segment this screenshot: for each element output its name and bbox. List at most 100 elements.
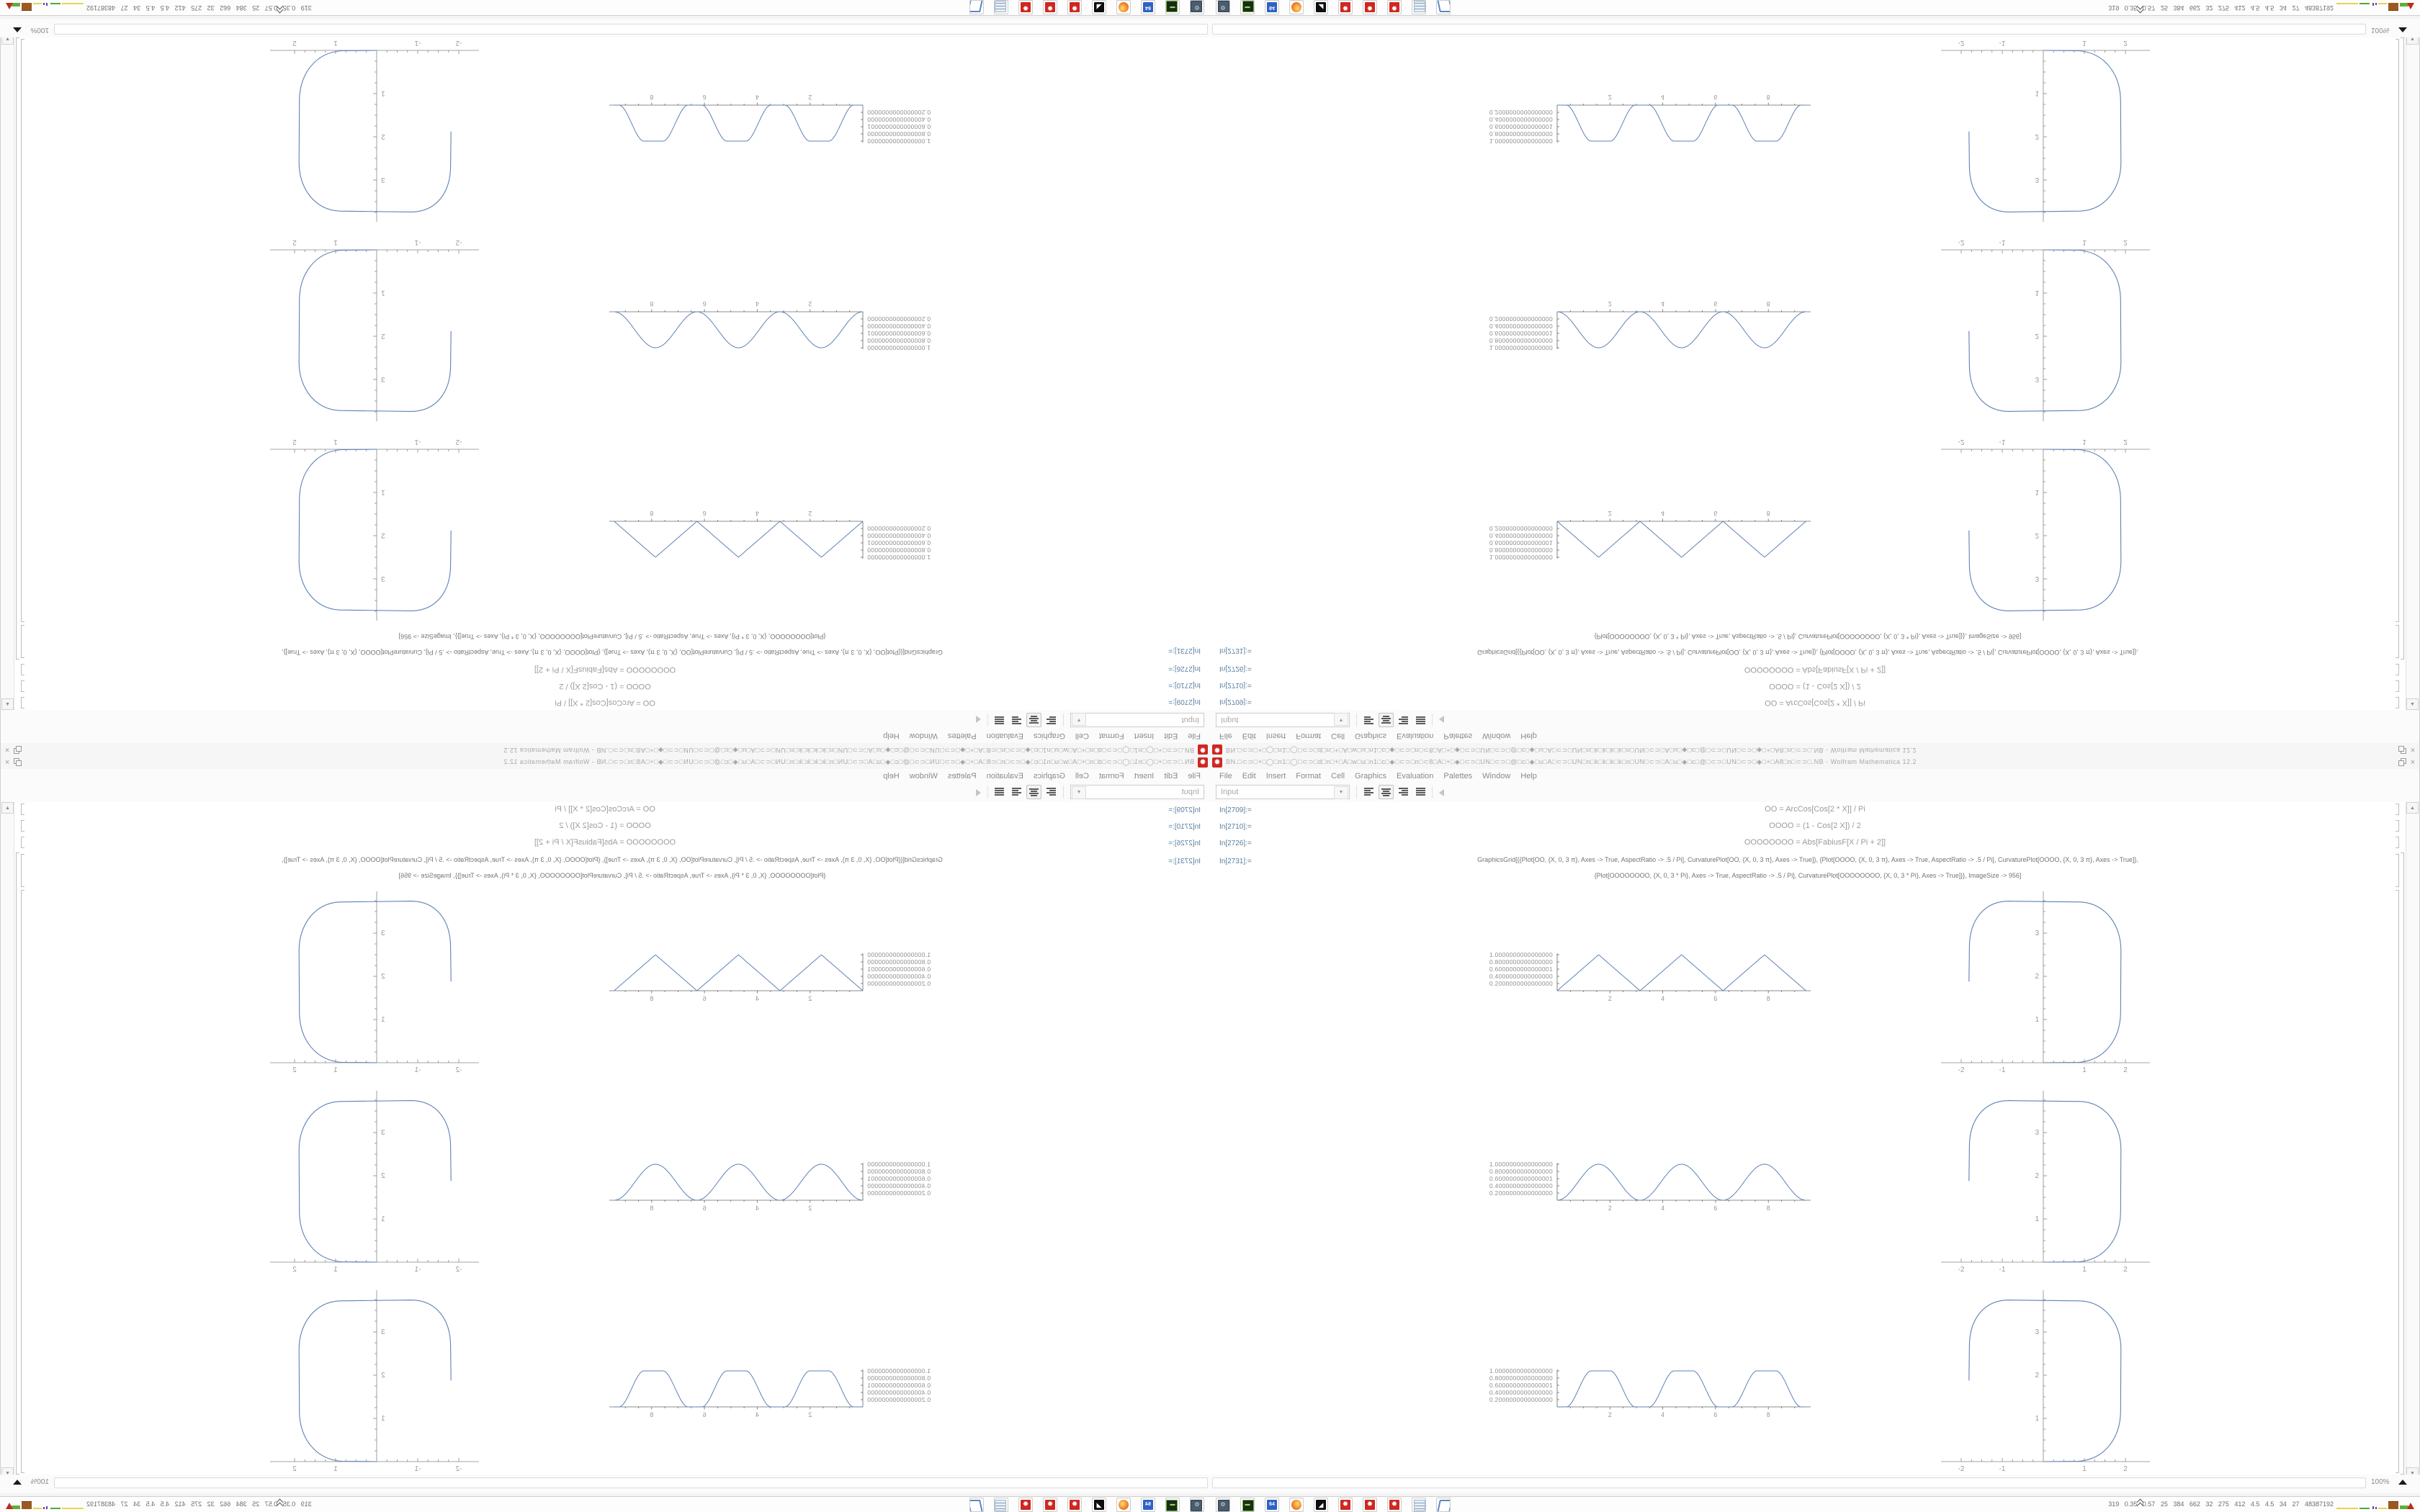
- gimp-icon[interactable]: ◢: [1314, 0, 1328, 14]
- close-window-button[interactable]: ×: [4, 758, 10, 767]
- input-cell-3[interactable]: OOOOOOOO = Abs[FabiusF[X / Pi + 2]]: [534, 838, 676, 847]
- align-left-button[interactable]: [1361, 785, 1376, 799]
- cell-bracket[interactable]: [21, 625, 24, 658]
- input-cell-4-line-2[interactable]: {Plot[OOOOOOOO, {X, 0, 3 * Pi}, Axes -> …: [1594, 872, 2022, 879]
- window-manager-icon[interactable]: [969, 0, 984, 14]
- menu-cell[interactable]: Cell: [1075, 772, 1089, 780]
- input-cell-4-line-2[interactable]: {Plot[OOOOOOOO, {X, 0, 3 * Pi}, Axes -> …: [1594, 633, 2022, 640]
- mathematica-icon[interactable]: ✹: [1043, 0, 1057, 14]
- firefox-icon[interactable]: [1289, 1498, 1304, 1512]
- menu-evaluation[interactable]: Evaluation: [986, 772, 1023, 780]
- cell-bracket[interactable]: [21, 820, 24, 832]
- system-monitor-icon[interactable]: ⚙: [1216, 1498, 1230, 1512]
- history-back-icon[interactable]: [1439, 716, 1444, 723]
- calculator-icon[interactable]: [994, 1498, 1008, 1512]
- cell-bracket[interactable]: [2396, 804, 2399, 815]
- cell-bracket[interactable]: [21, 804, 24, 815]
- close-window-button[interactable]: ×: [2410, 745, 2416, 754]
- menu-edit[interactable]: Edit: [1164, 772, 1178, 780]
- menu-evaluation[interactable]: Evaluation: [986, 732, 1023, 740]
- input-cell-2[interactable]: OOOO = (1 - Cos[2 X]) / 2: [1769, 682, 1861, 690]
- restore-window-button[interactable]: [2398, 745, 2406, 754]
- cell-bracket[interactable]: [2396, 854, 2399, 887]
- menu-cell[interactable]: Cell: [1331, 732, 1345, 740]
- magnification-menu-icon[interactable]: [13, 1480, 22, 1485]
- system-monitor-icon[interactable]: ⚙: [1216, 0, 1230, 14]
- floppy64-icon[interactable]: 64: [1141, 0, 1155, 14]
- mathematica-icon[interactable]: ✹: [1363, 0, 1377, 14]
- input-cell-4-line-1[interactable]: GraphicsGrid[{{Plot[OO, {X, 0, 3 π}, Axe…: [282, 856, 943, 863]
- horizontal-scrollbar[interactable]: [54, 1477, 1208, 1488]
- system-monitor-icon[interactable]: ⚙: [1190, 0, 1204, 14]
- menu-file[interactable]: File: [1219, 732, 1232, 740]
- scanner-icon[interactable]: ▬: [1240, 0, 1255, 14]
- scanner-icon[interactable]: ▬: [1165, 0, 1180, 14]
- input-cell-1[interactable]: OO = ArcCos[Cos[2 * X]] / Pi: [555, 698, 655, 707]
- mathematica-icon[interactable]: ✹: [1018, 1498, 1033, 1512]
- menu-help[interactable]: Help: [1520, 732, 1537, 740]
- menu-window[interactable]: Window: [909, 772, 938, 780]
- menu-cell[interactable]: Cell: [1075, 732, 1089, 740]
- cell-bracket[interactable]: [2396, 837, 2399, 848]
- cell-bracket[interactable]: [2396, 697, 2399, 708]
- gimp-icon[interactable]: ◢: [1092, 1498, 1106, 1512]
- input-cell-4-line-2[interactable]: {Plot[OOOOOOOO, {X, 0, 3 * Pi}, Axes -> …: [398, 633, 826, 640]
- cell-bracket[interactable]: [2396, 820, 2399, 832]
- menu-format[interactable]: Format: [1296, 732, 1322, 740]
- menu-window[interactable]: Window: [909, 732, 938, 740]
- align-right-button[interactable]: [1396, 785, 1411, 799]
- align-center-button[interactable]: [1379, 713, 1394, 727]
- vertical-scrollbar[interactable]: [2406, 33, 2419, 710]
- system-monitor-icon[interactable]: ⚙: [1190, 1498, 1204, 1512]
- align-justify-button[interactable]: [1413, 785, 1428, 799]
- cell-group-bracket[interactable]: [16, 852, 19, 1475]
- input-cell-3[interactable]: OOOOOOOO = Abs[FabiusF[X / Pi + 2]]: [1744, 665, 1886, 674]
- mathematica-icon[interactable]: ✹: [1338, 0, 1353, 14]
- cell-group-bracket[interactable]: [2401, 852, 2404, 1475]
- vertical-scrollbar[interactable]: [2406, 802, 2419, 1479]
- magnification-value[interactable]: 100%: [2371, 26, 2390, 34]
- align-center-button[interactable]: [1026, 785, 1041, 799]
- magnification-menu-icon[interactable]: [2398, 1480, 2407, 1485]
- menu-file[interactable]: File: [1188, 772, 1201, 780]
- menu-evaluation[interactable]: Evaluation: [1397, 772, 1434, 780]
- cell-bracket[interactable]: [21, 664, 24, 675]
- menu-format[interactable]: Format: [1296, 772, 1322, 780]
- mathematica-icon[interactable]: ✹: [1338, 1498, 1353, 1512]
- menu-palettes[interactable]: Palettes: [1443, 772, 1473, 780]
- input-cell-2[interactable]: OOOO = (1 - Cos[2 X]) / 2: [559, 682, 651, 690]
- menu-evaluation[interactable]: Evaluation: [1397, 732, 1434, 740]
- magnification-value[interactable]: 100%: [30, 26, 49, 34]
- align-justify-button[interactable]: [992, 785, 1007, 799]
- scroll-up-icon[interactable]: ▲: [2406, 802, 2419, 814]
- scroll-up-icon[interactable]: ▲: [2406, 698, 2419, 710]
- magnification-value[interactable]: 100%: [30, 1478, 49, 1486]
- align-left-button[interactable]: [1044, 713, 1059, 727]
- cell-group-bracket[interactable]: [2401, 37, 2404, 660]
- menu-format[interactable]: Format: [1098, 732, 1124, 740]
- menu-cell[interactable]: Cell: [1331, 772, 1345, 780]
- menu-help[interactable]: Help: [883, 772, 900, 780]
- vertical-scrollbar[interactable]: [1, 802, 14, 1479]
- firefox-icon[interactable]: [1289, 0, 1304, 14]
- close-window-button[interactable]: ×: [2410, 758, 2416, 767]
- input-cell-1[interactable]: OO = ArcCos[Cos[2 * X]] / Pi: [555, 805, 655, 814]
- mathematica-icon[interactable]: ✹: [1387, 0, 1402, 14]
- firefox-icon[interactable]: [1116, 0, 1131, 14]
- cell-style-dropdown[interactable]: Input ▼: [1070, 785, 1204, 799]
- output-cell-bracket[interactable]: [2396, 39, 2399, 622]
- scroll-up-icon[interactable]: ▲: [1, 698, 14, 710]
- chevron-down-icon[interactable]: ▼: [1072, 713, 1086, 726]
- window-titlebar[interactable]: ✹ BN.□⊂⊃□+□◯□n1□◯□⊂⊃□d□n□+□A□w□u□n1□c□◆□…: [1, 743, 1210, 756]
- window-manager-icon[interactable]: [1436, 0, 1451, 14]
- menu-insert[interactable]: Insert: [1134, 732, 1155, 740]
- input-cell-1[interactable]: OO = ArcCos[Cos[2 * X]] / Pi: [1765, 698, 1865, 707]
- floppy64-icon[interactable]: 64: [1141, 1498, 1155, 1512]
- menu-edit[interactable]: Edit: [1242, 732, 1256, 740]
- cell-bracket[interactable]: [2396, 680, 2399, 692]
- chevron-down-icon[interactable]: ▼: [1334, 713, 1348, 726]
- align-right-button[interactable]: [1396, 713, 1411, 727]
- input-cell-1[interactable]: OO = ArcCos[Cos[2 * X]] / Pi: [1765, 805, 1865, 814]
- cell-bracket[interactable]: [2396, 625, 2399, 658]
- menu-palettes[interactable]: Palettes: [947, 732, 977, 740]
